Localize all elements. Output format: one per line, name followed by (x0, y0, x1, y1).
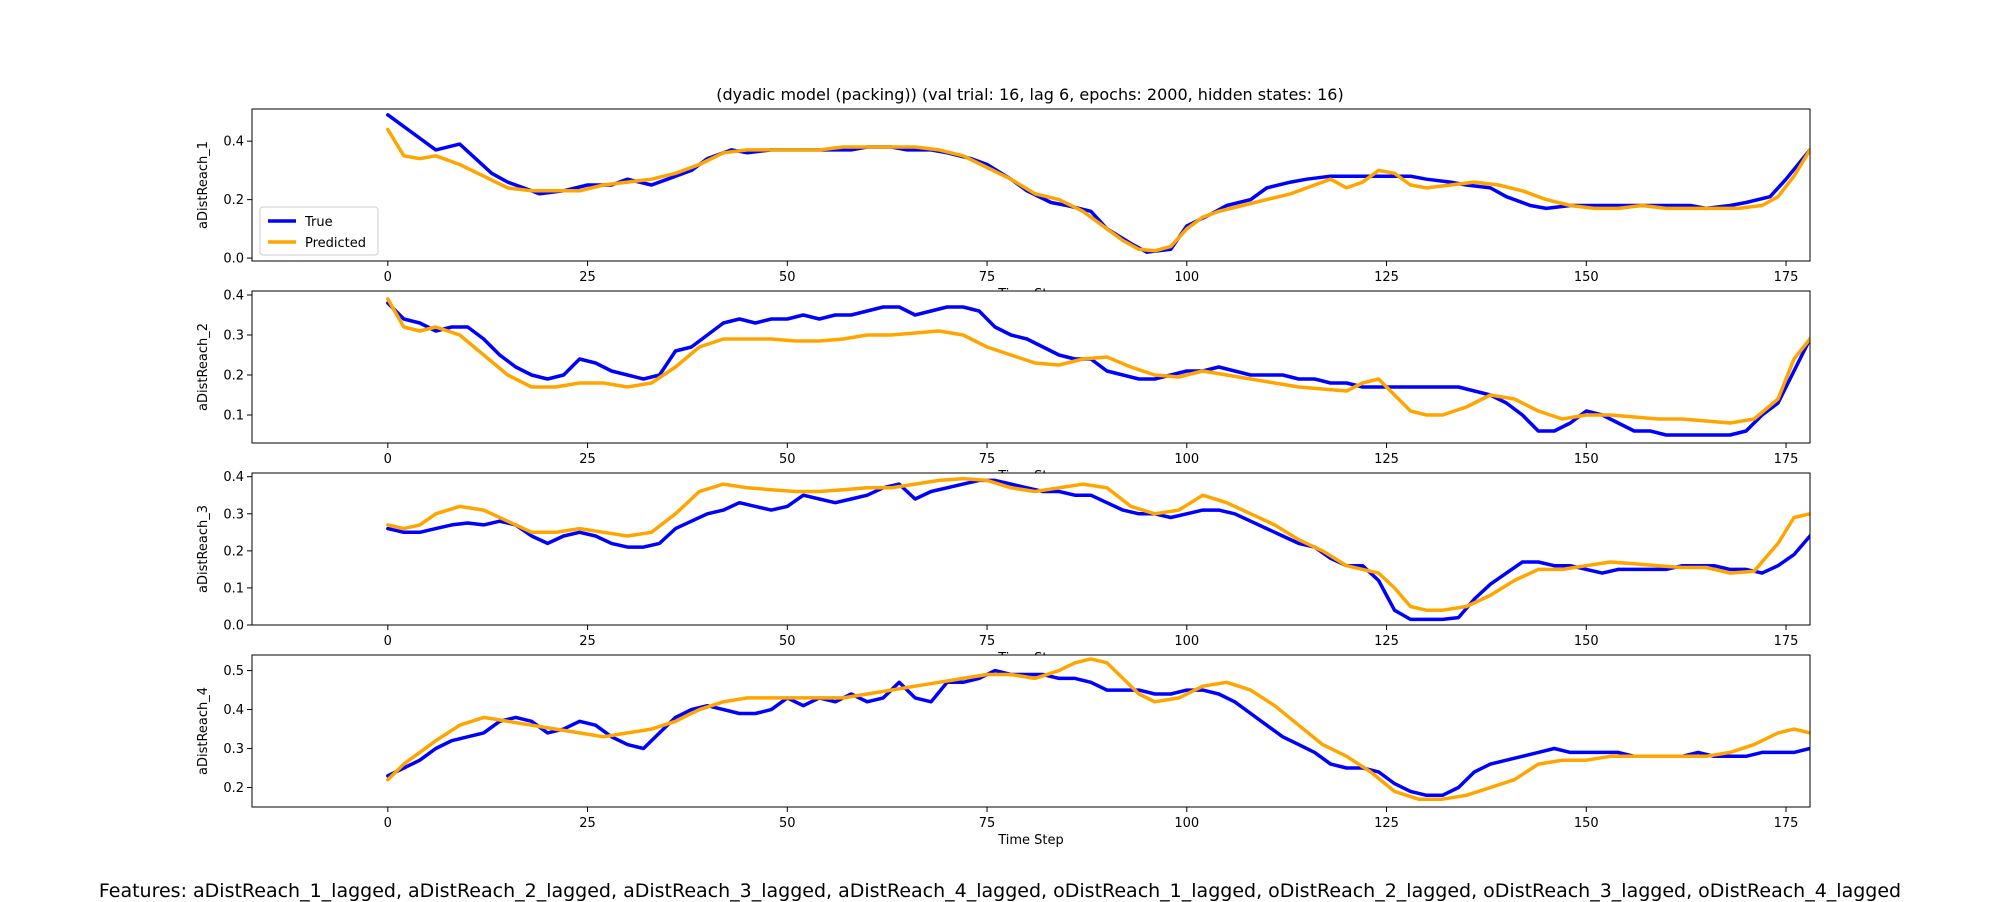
features-caption: Features: aDistReach_1_lagged, aDistReac… (98, 880, 1902, 902)
y-tick-label: 0.0 (223, 619, 244, 634)
subplot-4-lines (386, 657, 1810, 801)
x-tick-label: 125 (1374, 816, 1399, 831)
x-tick-label: 175 (1774, 452, 1799, 467)
y-tick-label: 0.2 (223, 369, 244, 384)
x-tick-label: 125 (1374, 452, 1399, 467)
x-tick-label: 0 (384, 816, 392, 831)
y-axis-label: aDistReach_2 (196, 323, 211, 411)
series-line-predicted (386, 297, 1810, 425)
y-tick-label: 0.4 (223, 470, 244, 485)
x-tick-label: 25 (579, 816, 596, 831)
subplot-frame (251, 654, 1811, 808)
x-tick-label: 125 (1374, 270, 1399, 285)
x-tick-label: 50 (779, 270, 796, 285)
x-tick-label: 0 (384, 634, 392, 649)
subplot-3: 0 25 50 75 100 125 150 175 0.0 0.1 0.2 0.3 0.4 aDistR… (196, 470, 1811, 666)
x-axis-label: Time Step (997, 833, 1064, 848)
subplot-2: 0 25 50 75 100 125 150 175 0.1 0.2 0.3 0.4 aDistReac… (196, 289, 1811, 484)
series-line-true (386, 113, 1810, 254)
subplot-background (252, 473, 1810, 625)
subplot-background (252, 291, 1810, 443)
y-axis-label: aDistReach_4 (196, 687, 211, 775)
y-tick-label: 0.3 (223, 329, 244, 344)
x-tick-label: 25 (579, 452, 596, 467)
x-tick-label: 75 (979, 452, 996, 467)
subplot-frame (251, 472, 1811, 626)
x-tick-label: 175 (1774, 270, 1799, 285)
series-line-true (386, 668, 1810, 798)
series-line-true (386, 301, 1810, 437)
y-axis-label: aDistReach_3 (196, 505, 211, 593)
legend-label-true: True (304, 215, 333, 230)
x-tick-label: 175 (1774, 634, 1799, 649)
y-tick-label: 0.2 (223, 193, 244, 208)
y-tick-label: 0.3 (223, 742, 244, 757)
x-tick-label: 25 (579, 270, 596, 285)
x-tick-label: 75 (979, 634, 996, 649)
x-tick-label: 150 (1574, 634, 1599, 649)
subplot-1: 0 25 50 75 100 125 150 175 0.0 0.2 0.4 aDistReach_1… (196, 108, 1811, 302)
series-line-predicted (386, 127, 1810, 253)
x-tick-label: 75 (979, 816, 996, 831)
x-tick-label: 175 (1774, 816, 1799, 831)
subplot-background (252, 655, 1810, 807)
y-tick-label: 0.5 (223, 664, 244, 679)
y-tick-label: 0.4 (223, 135, 244, 150)
x-tick-label: 0 (384, 270, 392, 285)
subplot-3-lines (386, 476, 1810, 622)
subplot-1-lines (386, 113, 1810, 254)
x-tick-label: 150 (1574, 270, 1599, 285)
subplots: 0 25 50 75 100 125 150 175 0.0 0.2 0.4 aDistReach_1… (196, 108, 1811, 848)
y-tick-label: 0.3 (223, 507, 244, 522)
x-tick-label: 100 (1174, 452, 1199, 467)
x-tick-label: 125 (1374, 634, 1399, 649)
x-tick-label: 150 (1574, 816, 1599, 831)
x-tick-label: 50 (779, 634, 796, 649)
chart-title: (dyadic model (packing)) (val trial: 16,… (716, 85, 1343, 104)
subplot-4: 0 25 50 75 100 125 150 175 0.2 0.3 0.4 0.5 aDistReac… (196, 654, 1811, 848)
x-tick-label: 100 (1174, 816, 1199, 831)
x-tick-label: 150 (1574, 452, 1599, 467)
y-tick-label: 0.0 (223, 252, 244, 267)
y-tick-label: 0.4 (223, 289, 244, 304)
x-tick-label: 100 (1174, 270, 1199, 285)
subplot-frame (251, 108, 1811, 262)
x-tick-label: 50 (779, 452, 796, 467)
legend: True Predicted (259, 206, 379, 256)
y-tick-label: 0.2 (223, 781, 244, 796)
x-tick-label: 50 (779, 816, 796, 831)
y-tick-label: 0.2 (223, 544, 244, 559)
legend-label-predicted: Predicted (305, 236, 366, 251)
x-tick-label: 100 (1174, 634, 1199, 649)
subplot-frame (251, 290, 1811, 444)
x-tick-label: 75 (979, 270, 996, 285)
y-tick-label: 0.1 (223, 409, 244, 424)
y-axis-label: aDistReach_1 (196, 141, 211, 229)
y-tick-label: 0.4 (223, 703, 244, 718)
subplot-2-lines (386, 297, 1810, 437)
series-line-predicted (386, 657, 1810, 801)
x-tick-label: 25 (579, 634, 596, 649)
y-tick-label: 0.1 (223, 581, 244, 596)
series-line-predicted (386, 476, 1810, 612)
x-tick-label: 0 (384, 452, 392, 467)
